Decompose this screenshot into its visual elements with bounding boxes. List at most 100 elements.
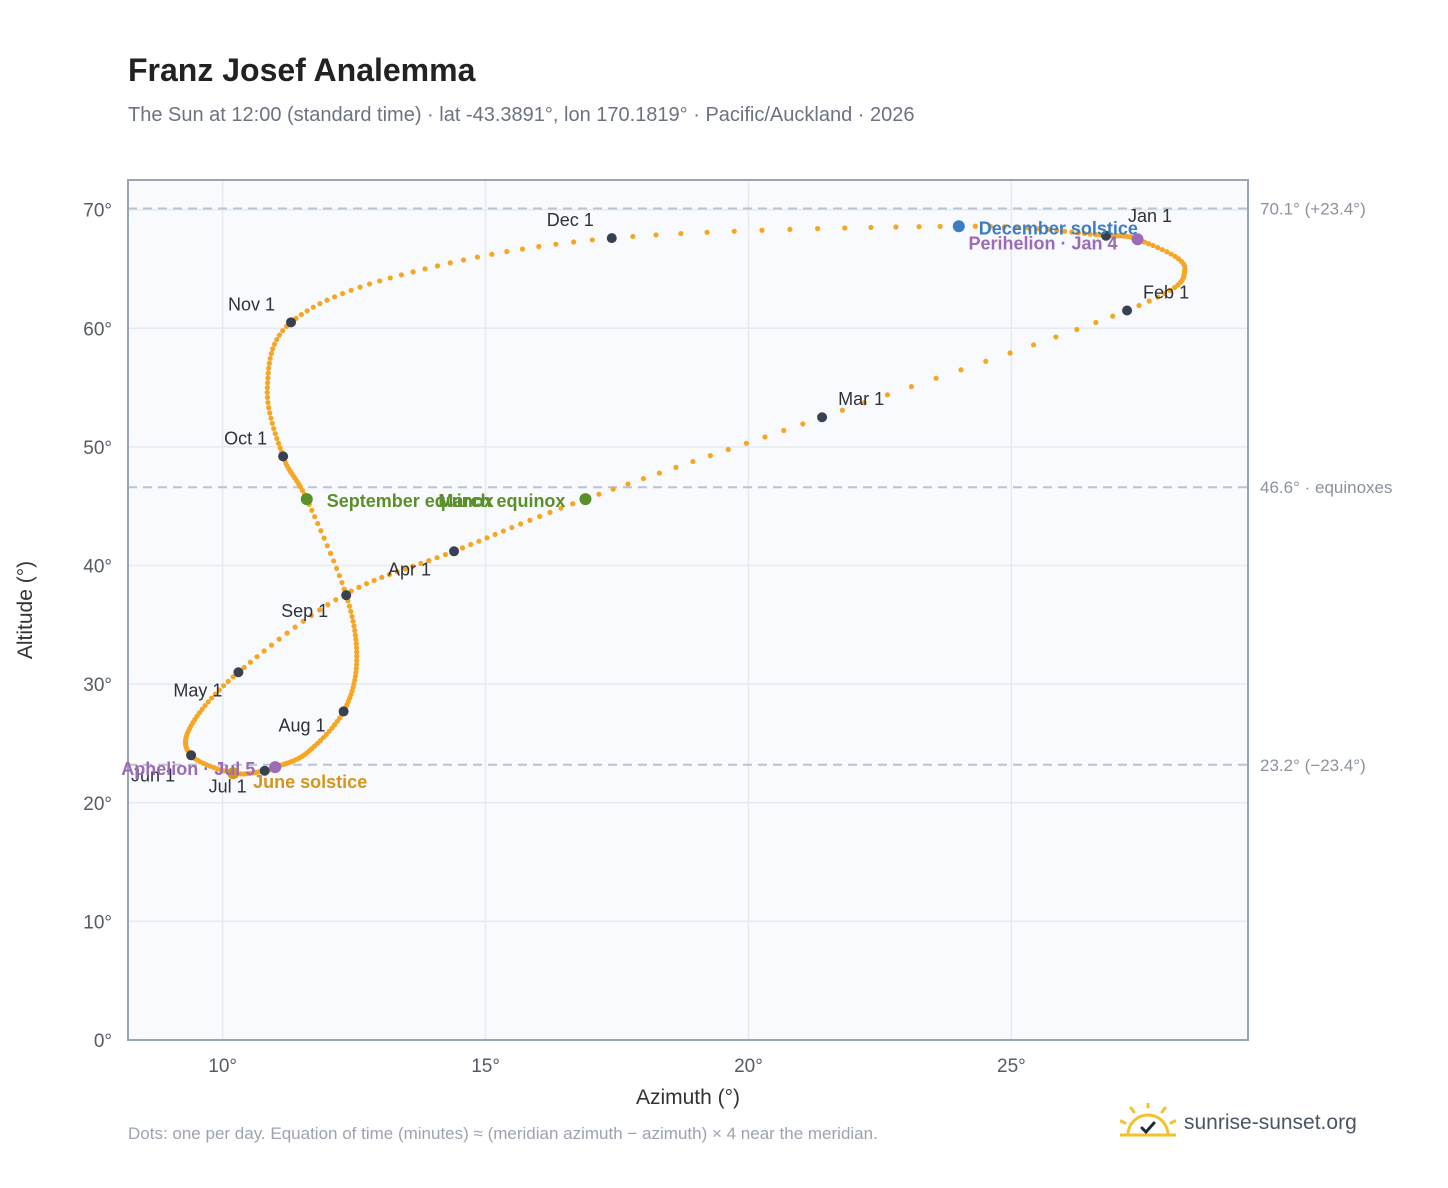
daily-dot bbox=[547, 509, 553, 515]
brand[interactable]: sunrise-sunset.org bbox=[1120, 1103, 1357, 1143]
daily-dot bbox=[1054, 227, 1060, 234]
y-tick-label: 50° bbox=[83, 438, 112, 459]
daily-dot bbox=[1093, 319, 1099, 326]
month-label: Jan 1 bbox=[1128, 206, 1172, 226]
daily-dot bbox=[284, 630, 290, 636]
daily-dot bbox=[300, 618, 306, 624]
daily-dot bbox=[352, 673, 358, 679]
daily-dot bbox=[324, 297, 330, 303]
daily-dot bbox=[371, 577, 377, 584]
daily-dot bbox=[1074, 326, 1080, 333]
daily-dot bbox=[366, 281, 373, 287]
daily-dot bbox=[1036, 226, 1042, 232]
daily-dot bbox=[327, 550, 334, 556]
daily-dot bbox=[815, 226, 821, 232]
event-marker bbox=[269, 761, 282, 774]
daily-dot bbox=[274, 435, 280, 442]
daily-dot bbox=[474, 254, 481, 260]
daily-dot bbox=[625, 481, 631, 487]
daily-dot bbox=[230, 674, 236, 680]
daily-dot bbox=[271, 341, 278, 347]
daily-dot bbox=[216, 687, 222, 693]
daily-dot bbox=[268, 351, 274, 357]
daily-dot bbox=[842, 225, 848, 231]
daily-dot bbox=[492, 531, 498, 538]
daily-dot bbox=[640, 475, 647, 482]
daily-dot bbox=[268, 415, 274, 421]
daily-dot bbox=[265, 380, 271, 386]
chart-title: Franz Josef Analemma bbox=[128, 52, 476, 88]
daily-dot bbox=[1069, 229, 1075, 235]
month-marker bbox=[233, 667, 244, 678]
daily-dot bbox=[1007, 350, 1013, 356]
daily-dot bbox=[354, 649, 360, 655]
daily-dot bbox=[353, 645, 360, 651]
daily-dot bbox=[537, 513, 543, 520]
daily-dot bbox=[312, 514, 318, 520]
reference-line-label: 46.6° · equinoxes bbox=[1260, 478, 1393, 497]
daily-dot bbox=[1150, 242, 1156, 249]
plot-frame bbox=[127, 179, 1249, 1041]
daily-dot bbox=[1110, 313, 1116, 319]
daily-dot bbox=[489, 251, 495, 257]
daily-dot bbox=[353, 669, 359, 676]
daily-dot bbox=[447, 260, 453, 266]
daily-dot bbox=[987, 223, 994, 230]
daily-dot bbox=[504, 248, 510, 255]
event-label: September equinox bbox=[327, 491, 494, 511]
daily-dot bbox=[325, 602, 331, 608]
daily-dot bbox=[272, 430, 278, 437]
daily-dot bbox=[354, 657, 360, 664]
daily-dot bbox=[321, 535, 327, 541]
month-marker bbox=[278, 451, 289, 462]
y-tick-label: 20° bbox=[83, 794, 112, 815]
daily-dot bbox=[267, 355, 273, 362]
month-label: Nov 1 bbox=[228, 294, 275, 314]
daily-dot bbox=[1136, 302, 1142, 309]
month-marker bbox=[449, 546, 460, 557]
daily-dot bbox=[333, 565, 340, 572]
daily-dot bbox=[434, 263, 441, 269]
y-tick-label: 60° bbox=[83, 319, 112, 340]
event-marker bbox=[579, 493, 592, 506]
daily-dot bbox=[225, 678, 231, 684]
daily-dot bbox=[277, 445, 283, 451]
reference-line-label: 23.2° (−23.4°) bbox=[1260, 756, 1366, 775]
daily-dot bbox=[1025, 225, 1031, 231]
daily-dot bbox=[610, 486, 616, 492]
sun-logo-icon bbox=[1120, 1103, 1176, 1137]
daily-dot bbox=[331, 294, 338, 300]
daily-dot bbox=[418, 560, 424, 567]
daily-dot bbox=[893, 224, 899, 230]
daily-dot bbox=[254, 654, 260, 660]
daily-dot bbox=[1145, 241, 1152, 247]
daily-dot bbox=[304, 308, 310, 314]
daily-dot bbox=[352, 632, 358, 638]
daily-dot bbox=[274, 336, 280, 343]
event-label: December solstice bbox=[979, 218, 1138, 238]
daily-dot bbox=[309, 507, 315, 513]
daily-dot bbox=[596, 491, 602, 497]
daily-dot bbox=[933, 375, 939, 381]
daily-dot bbox=[261, 648, 267, 654]
daily-dot bbox=[280, 328, 286, 334]
daily-dot bbox=[1162, 290, 1168, 297]
daily-dot bbox=[348, 608, 354, 615]
month-marker bbox=[286, 317, 297, 328]
daily-dot bbox=[315, 520, 321, 527]
daily-dot bbox=[787, 226, 793, 232]
daily-dot bbox=[266, 405, 272, 411]
daily-dot bbox=[270, 346, 276, 352]
x-tick-label: 25° bbox=[997, 1056, 1026, 1077]
month-label: Mar 1 bbox=[838, 389, 884, 409]
daily-dot bbox=[1168, 251, 1174, 257]
reference-line-label: 70.1° (+23.4°) bbox=[1260, 199, 1366, 218]
daily-dot bbox=[398, 272, 405, 278]
x-tick-label: 15° bbox=[471, 1056, 500, 1077]
daily-dot bbox=[1159, 246, 1165, 253]
daily-dot bbox=[519, 246, 526, 252]
daily-dot bbox=[861, 400, 867, 406]
daily-dot bbox=[387, 275, 393, 281]
daily-dot bbox=[346, 603, 353, 609]
daily-dot bbox=[570, 501, 576, 507]
